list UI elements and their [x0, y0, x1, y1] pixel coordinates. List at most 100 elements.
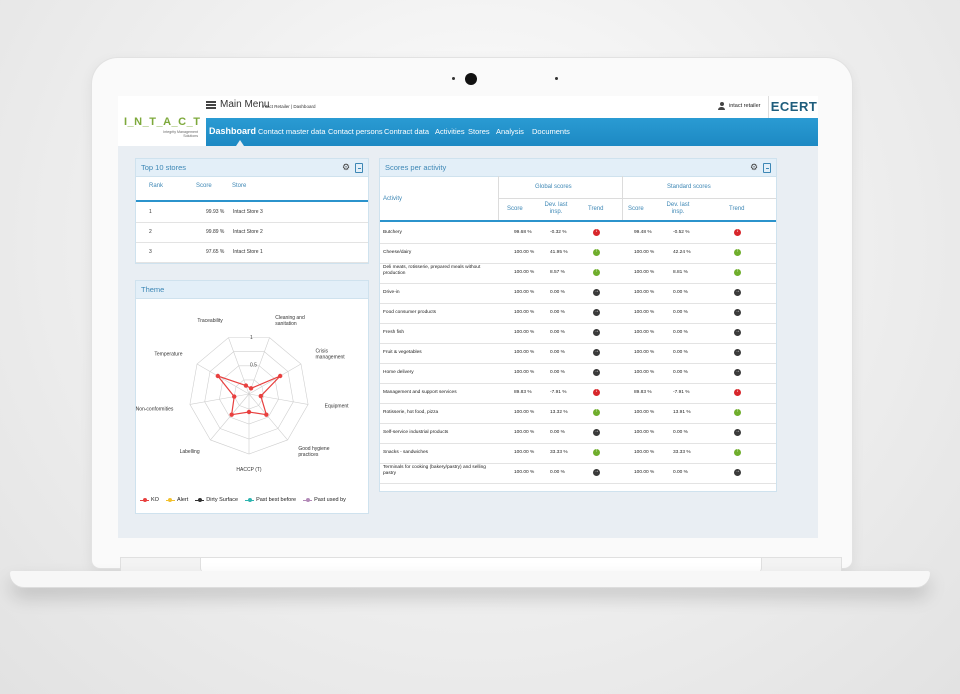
standard-dev: 0.00 % [673, 470, 688, 475]
sensor-dot [452, 77, 455, 80]
export-icon[interactable] [763, 163, 771, 173]
radar-point-ko [232, 394, 237, 399]
panel-header: Scores per activity ⚙ [380, 159, 776, 177]
table-row[interactable]: Drive-in 100.00 % 0.00 % 100.00 % 0.00 % [380, 283, 776, 304]
standard-dev: 13.91 % [673, 410, 691, 415]
global-trend-icon [593, 248, 600, 256]
tab-contact-persons[interactable]: Contact persons [328, 127, 383, 136]
gear-icon[interactable]: ⚙ [342, 162, 351, 172]
legend-past-best-before[interactable]: Past best before [245, 497, 296, 503]
standard-score: 100.00 % [634, 450, 655, 455]
table-row[interactable]: 1 99.93 % Intact Store 3 [136, 202, 368, 223]
standard-trend-icon [734, 308, 741, 316]
table-row[interactable]: Cheese/dairy 100.00 % 41.95 % 100.00 % 42.24… [380, 243, 776, 264]
table-row[interactable]: Rotisserie, hot food, pizza 100.00 % 13.32… [380, 403, 776, 424]
global-dev: 8.57 % [550, 270, 565, 275]
global-score: 100.00 % [514, 410, 535, 415]
logo-subtitle: Integrity Management Solutions [163, 130, 198, 139]
table-row[interactable]: Terminals for cooking (bakery/pastry) an… [380, 463, 776, 484]
global-trend-icon [593, 388, 600, 396]
standard-score: 100.00 % [634, 430, 655, 435]
radar-grid-ring [189, 337, 309, 455]
tab-analysis[interactable]: Analysis [496, 127, 524, 136]
legend-swatch [195, 497, 205, 502]
standard-dev: 0.00 % [673, 370, 688, 375]
panel-title: Scores per activity [385, 163, 447, 172]
tab-dashboard[interactable]: Dashboard [209, 126, 257, 136]
user-menu[interactable]: intact retailer [718, 102, 761, 110]
activity-name: Home delivery [383, 370, 414, 375]
tab-activities[interactable]: Activities [435, 127, 465, 136]
hamburger-icon [206, 100, 216, 109]
table-row[interactable]: Management and support services 89.83 % -7… [380, 383, 776, 404]
radar-axis-line [189, 393, 250, 405]
standard-score: 100.00 % [634, 310, 655, 315]
radar-axis-label: Equipment [325, 403, 350, 409]
standard-dev: 8.81 % [673, 270, 688, 275]
radar-grid-ring [219, 365, 279, 425]
radar-ring-label: 1 [250, 335, 253, 341]
table-header: Rank Score Store [136, 176, 368, 202]
table-row[interactable]: 2 99.89 % Intact Store 2 [136, 222, 368, 243]
brand-logo: ECERT [768, 96, 818, 118]
activity-name: Snacks - sandwiches [383, 450, 429, 455]
tab-contract-data[interactable]: Contract data [384, 127, 430, 136]
radar-axis-label: practices [298, 452, 319, 458]
store: Intact Store 3 [233, 209, 263, 215]
standard-trend-icon [734, 408, 741, 416]
header-store: Store [232, 183, 247, 189]
tab-documents[interactable]: Documents [532, 127, 570, 136]
gear-icon[interactable]: ⚙ [750, 162, 759, 172]
standard-trend-icon [734, 328, 741, 336]
radar-point-ko [277, 373, 283, 379]
table-row[interactable]: Fresh fish 100.00 % 0.00 % 100.00 % 0.00 % [380, 323, 776, 344]
radar-series-ko [216, 374, 281, 416]
main-menu-button[interactable]: Main Menu [206, 99, 269, 110]
radar-axis-label: Cleaning and [275, 315, 305, 321]
export-icon[interactable] [355, 163, 363, 173]
table-row[interactable]: Butchery 99.68 % -0.32 % 99.48 % -0.52 % [380, 223, 776, 244]
radar-axis-label: HACCP (T) [236, 467, 262, 473]
user-icon [718, 102, 725, 110]
logo-text: I_N_T_A_C_T [124, 116, 201, 128]
radar-point-ko [243, 383, 249, 388]
radar-axis-line [210, 393, 250, 441]
table-row[interactable]: 3 97.65 % Intact Store 1 [136, 242, 368, 263]
logo[interactable]: I_N_T_A_C_T Integrity Management Solutio… [118, 96, 206, 146]
legend-dirty-surface[interactable]: Dirty Surface [195, 497, 238, 503]
tab-stores[interactable]: Stores [468, 127, 490, 136]
table-row[interactable]: Home delivery 100.00 % 0.00 % 100.00 % 0.00 … [380, 363, 776, 384]
legend-swatch [165, 497, 175, 502]
activity-name: Butchery [383, 230, 402, 235]
legend-ko[interactable]: KO [140, 497, 159, 503]
table-row[interactable]: Food consumer products 100.00 % 0.00 % 100.… [380, 303, 776, 324]
table-row[interactable]: Deli meats, rotisserie, prepared meals w… [380, 263, 776, 284]
panel-header: Top 10 stores ⚙ [136, 159, 368, 177]
standard-dev: -0.52 % [673, 230, 690, 235]
legend-label: Past best before [256, 497, 297, 503]
global-dev: 0.00 % [550, 330, 565, 335]
global-trend-icon [593, 448, 600, 456]
header-score: Score [196, 183, 212, 189]
radar-axis-label: Temperature [154, 352, 182, 358]
standard-score: 100.00 % [634, 370, 655, 375]
standard-score: 99.48 % [634, 230, 652, 235]
global-dev: 0.00 % [550, 350, 565, 355]
table-row[interactable]: Self-service industrial products 100.00 %… [380, 423, 776, 444]
global-score: 100.00 % [514, 350, 535, 355]
global-dev: 41.95 % [550, 250, 568, 255]
table-row[interactable]: Fruit & vegetables 100.00 % 0.00 % 100.00 %… [380, 343, 776, 364]
legend-swatch [303, 497, 313, 502]
global-trend-icon [593, 428, 600, 436]
header-trend: Trend [588, 206, 604, 212]
legend-alert[interactable]: Alert [165, 497, 188, 503]
legend-swatch [245, 497, 255, 502]
tab-contact-master-data[interactable]: Contact master data [258, 127, 326, 136]
legend-past-used-by[interactable]: Past used by [303, 497, 346, 503]
global-dev: 33.33 % [550, 450, 568, 455]
radar-axis-line [248, 363, 302, 395]
standard-trend-icon [734, 288, 741, 296]
global-trend-icon [593, 348, 600, 356]
table-row[interactable]: Snacks - sandwiches 100.00 % 33.33 % 100.00… [380, 443, 776, 464]
